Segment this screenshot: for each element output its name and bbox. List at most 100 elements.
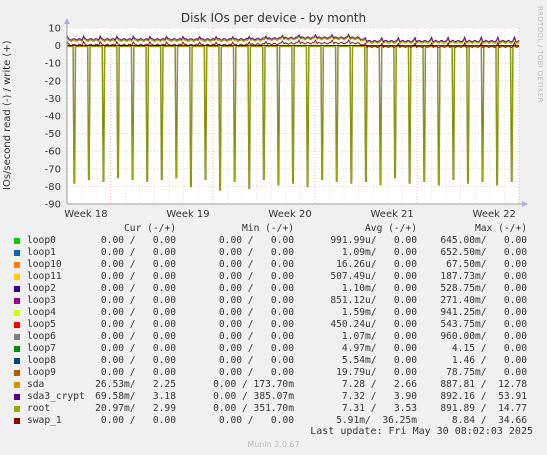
y-tick-label: -90 (45, 200, 61, 211)
legend-swatch (14, 358, 20, 364)
legend-max: 8.84 / 34.66 (451, 415, 527, 426)
legend-swatch (14, 418, 20, 424)
legend-min: 0.00 / 351.70m (213, 403, 294, 414)
legend-row-loop6: loop6 0.00 / 0.00 0.00 / 0.00 1.07m/ 0.00 96… (12, 331, 542, 343)
legend-avg: 450.24u/ 0.00 (330, 319, 417, 330)
legend-rows: loop0 0.00 / 0.00 0.00 / 0.00 991.99u/ 0.00… (12, 235, 542, 427)
y-tick-label: 0 (55, 41, 61, 52)
y-tick-label: -10 (45, 59, 61, 70)
legend-name: loop9 (27, 367, 56, 378)
series-sda3-crypt-write (66, 33, 520, 43)
legend-avg: 851.12u/ 0.00 (330, 295, 417, 306)
legend-row-swap-1: swap_1 0.00 / 0.00 0.00 / 0.00 5.91m/ 36.25… (12, 415, 542, 427)
munin-version: Munin 2.0.67 (247, 440, 300, 449)
legend-max: 960.00m/ 0.00 (440, 331, 527, 342)
legend-min: 0.00 / 0.00 (218, 355, 294, 366)
legend-swatch (14, 406, 20, 412)
y-tick-label: -30 (45, 94, 61, 105)
legend-swatch (14, 274, 20, 280)
legend-min: 0.00 / 0.00 (218, 307, 294, 318)
legend-max: 941.25m/ 0.00 (440, 307, 527, 318)
legend-max: 543.75m/ 0.00 (440, 319, 527, 330)
legend-cur: 0.00 / 0.00 (100, 271, 176, 282)
chart-canvas: 100-10-20-30-40-50-60-70-80-90 Week 18 We… (45, 18, 528, 220)
legend-max: 528.75m/ 0.00 (440, 283, 527, 294)
legend-avg: 5.91m/ 36.25m (336, 415, 417, 426)
legend-name: loop1 (27, 247, 56, 258)
legend-swatch (14, 310, 20, 316)
legend-row-loop7: loop7 0.00 / 0.00 0.00 / 0.00 4.97m/ 0.00 4.… (12, 343, 542, 355)
legend-avg: 1.59m/ 0.00 (341, 307, 417, 318)
y-tick-label: -80 (45, 182, 61, 193)
x-tick-label: Week 21 (370, 209, 413, 220)
legend-cur: 0.00 / 0.00 (100, 307, 176, 318)
legend-cur: 20.97m/ 2.99 (95, 403, 176, 414)
legend-swatch (14, 262, 20, 268)
y-tick-label: -70 (45, 164, 61, 175)
legend-max: 187.73m/ 0.00 (440, 271, 527, 282)
last-update: Last update: Fri May 30 08:02:03 2025 (310, 426, 533, 437)
legend-min: 0.00 / 173.70m (213, 379, 294, 390)
legend-swatch (14, 394, 20, 400)
x-tick-label: Week 22 (473, 209, 516, 220)
y-axis-arrow (64, 18, 70, 24)
legend-name: loop5 (27, 319, 56, 330)
legend-min: 0.00 / 0.00 (218, 259, 294, 270)
series-lines (66, 33, 520, 191)
legend-name: loop10 (27, 259, 62, 270)
legend-min: 0.00 / 0.00 (218, 283, 294, 294)
legend-name: swap_1 (27, 415, 62, 426)
legend-row-sda3-crypt: sda3_crypt 69.58m/ 3.18 0.00 / 385.07m 7.32… (12, 391, 542, 403)
legend-name: loop4 (27, 307, 56, 318)
legend-cur: 26.53m/ 2.25 (95, 379, 176, 390)
legend-row-loop2: loop2 0.00 / 0.00 0.00 / 0.00 1.10m/ 0.00 52… (12, 283, 542, 295)
legend-name: loop11 (27, 271, 62, 282)
legend-avg: 1.10m/ 0.00 (341, 283, 417, 294)
header-min: Min (-/+) (242, 223, 294, 234)
legend-swatch (14, 370, 20, 376)
x-tick-label: Week 20 (268, 209, 311, 220)
legend-swatch (14, 298, 20, 304)
y-tick-labels: 10 0 -10 -20 -30 -40 -50 -60 -70 -80 -90 (45, 24, 61, 211)
legend-min: 0.00 / 0.00 (218, 319, 294, 330)
legend-max: 891.89 / 14.77 (440, 403, 527, 414)
legend-row-loop11: loop11 0.00 / 0.00 0.00 / 0.00 507.49u/ 0.0… (12, 271, 542, 283)
legend-swatch (14, 382, 20, 388)
legend-max: 887.81 / 12.78 (440, 379, 527, 390)
legend-table: Cur (-/+) Min (-/+) Avg (-/+) Max (-/+) … (12, 222, 542, 427)
legend-min: 0.00 / 0.00 (218, 343, 294, 354)
legend-name: loop8 (27, 355, 56, 366)
legend-max: 1.46 / 0.00 (451, 355, 527, 366)
y-tick-label: 10 (48, 24, 61, 35)
y-axis-label: IOs/second read (-) / write (+) (2, 40, 13, 190)
series-root-write (66, 35, 520, 45)
legend-name: root (27, 403, 51, 414)
legend-name: loop3 (27, 295, 56, 306)
axes (64, 18, 528, 207)
legend-cur: 0.00 / 0.00 (100, 247, 176, 258)
legend-avg: 1.09m/ 0.00 (341, 247, 417, 258)
legend-row-loop4: loop4 0.00 / 0.00 0.00 / 0.00 1.59m/ 0.00 94… (12, 307, 542, 319)
legend-row-loop1: loop1 0.00 / 0.00 0.00 / 0.00 1.09m/ 0.00 65… (12, 247, 542, 259)
legend-row-loop9: loop9 0.00 / 0.00 0.00 / 0.00 19.79u/ 0.00 7… (12, 367, 542, 379)
x-tick-labels: Week 18 Week 19 Week 20 Week 21 Week 22 (64, 209, 516, 220)
legend-max: 892.16 / 53.91 (440, 391, 527, 402)
header-cur: Cur (-/+) (124, 223, 176, 234)
y-tick-label: -60 (45, 147, 61, 158)
legend-swatch (14, 322, 20, 328)
legend-name: loop7 (27, 343, 56, 354)
legend-avg: 19.79u/ 0.00 (336, 367, 417, 378)
legend-cur: 0.00 / 0.00 (100, 259, 176, 270)
legend-row-loop0: loop0 0.00 / 0.00 0.00 / 0.00 991.99u/ 0.00… (12, 235, 542, 247)
x-tick-label: Week 18 (64, 209, 107, 220)
x-axis-arrow (522, 201, 528, 207)
legend-avg: 7.32 / 3.90 (341, 391, 417, 402)
legend-cur: 0.00 / 0.00 (100, 295, 176, 306)
legend-min: 0.00 / 385.07m (213, 391, 294, 402)
legend-cur: 0.00 / 0.00 (100, 367, 176, 378)
legend-cur: 0.00 / 0.00 (100, 283, 176, 294)
legend-row-loop10: loop10 0.00 / 0.00 0.00 / 0.00 16.26u/ 0.00… (12, 259, 542, 271)
legend-row-loop5: loop5 0.00 / 0.00 0.00 / 0.00 450.24u/ 0.00… (12, 319, 542, 331)
legend-min: 0.00 / 0.00 (218, 235, 294, 246)
legend-min: 0.00 / 0.00 (218, 271, 294, 282)
